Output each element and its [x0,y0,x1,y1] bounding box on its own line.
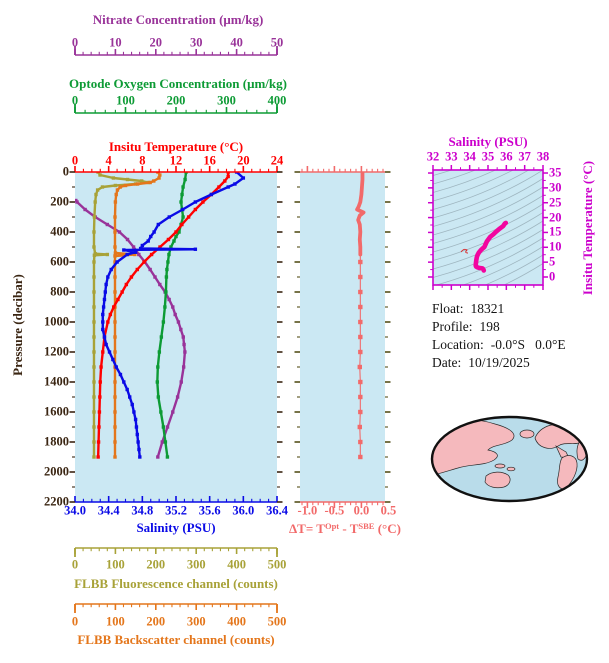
world-map [430,415,589,503]
ts-curve [460,220,509,273]
map-outline [430,415,589,503]
map-land-australia [484,471,511,489]
axes-and-ticks [69,46,548,613]
map-land-greenland [575,425,585,433]
map-land-alaska [519,429,535,439]
isopycnal-contours [433,170,543,285]
panel-backgrounds [75,170,543,502]
map-land-indonesia [494,463,506,469]
delta-t-curve [355,172,366,460]
profile-curves [75,172,246,459]
map-land-indonesia2 [506,466,516,472]
